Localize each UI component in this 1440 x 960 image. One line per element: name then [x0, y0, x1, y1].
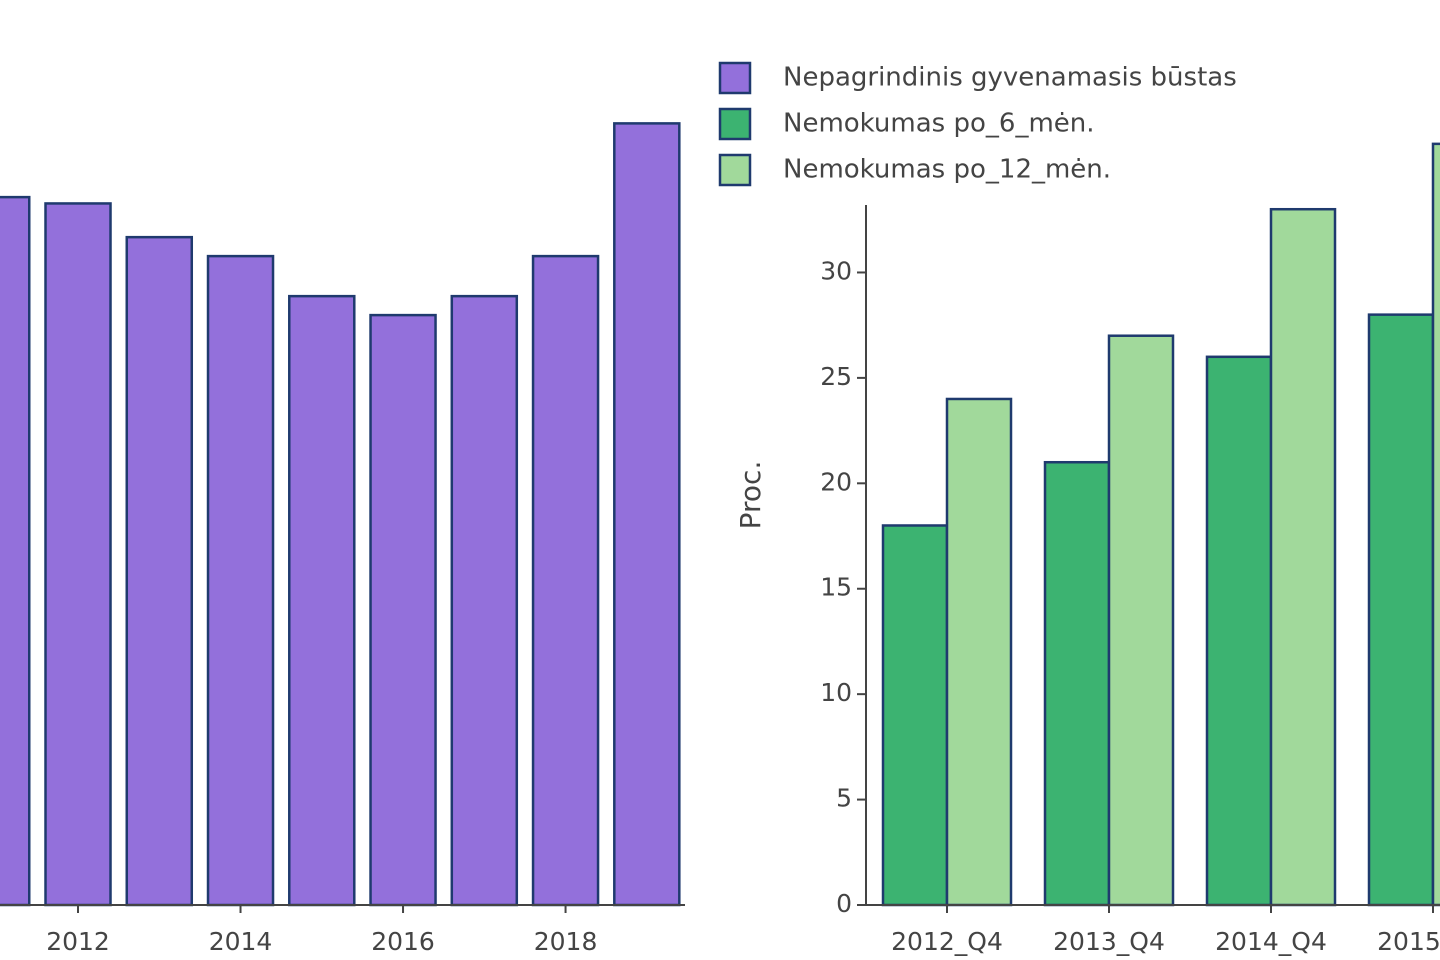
bar [613, 122, 681, 907]
legend-label: Nemokumas po_6_mėn. [783, 109, 1095, 139]
bar [531, 254, 600, 907]
legend-label: Nepagrindinis gyvenamasis būstas [783, 63, 1237, 93]
bar [945, 397, 1013, 907]
y-tick-label: 25 [820, 362, 852, 391]
bar [369, 313, 437, 907]
x-tick-label: 2012 [46, 927, 110, 956]
bar [450, 294, 519, 907]
x-tick-label: 2013_Q4 [1053, 927, 1165, 956]
bar [125, 235, 194, 907]
bar [1043, 460, 1111, 907]
bar [44, 202, 112, 907]
bar [0, 195, 31, 907]
y-tick-label: 30 [820, 256, 852, 285]
y-tick-label: 20 [820, 467, 852, 496]
x-tick-label: 2014 [209, 927, 273, 956]
y-tick-label: 5 [836, 784, 852, 813]
x-tick-label: 2015_Q4 [1377, 927, 1440, 956]
y-tick-label: 10 [820, 678, 852, 707]
x-tick-label: 2014_Q4 [1215, 927, 1327, 956]
x-tick-label: 2012_Q4 [891, 927, 1003, 956]
bar [206, 254, 275, 907]
y-tick-label: 15 [820, 573, 852, 602]
bar [1205, 355, 1273, 907]
legend-label: Nemokumas po_12_mėn. [783, 155, 1111, 185]
legend-swatch [718, 61, 752, 95]
bar [1367, 313, 1435, 907]
bar [881, 524, 949, 907]
bar [1431, 142, 1440, 907]
y-tick-label: 0 [836, 889, 852, 918]
x-tick-label: 2018 [534, 927, 598, 956]
legend-swatch [718, 153, 752, 187]
bar [288, 294, 356, 907]
bar [1107, 334, 1175, 907]
bar [1269, 207, 1337, 907]
y-axis-title: Proc. [734, 461, 767, 530]
x-tick-label: 2016 [371, 927, 435, 956]
legend-swatch [718, 107, 752, 141]
